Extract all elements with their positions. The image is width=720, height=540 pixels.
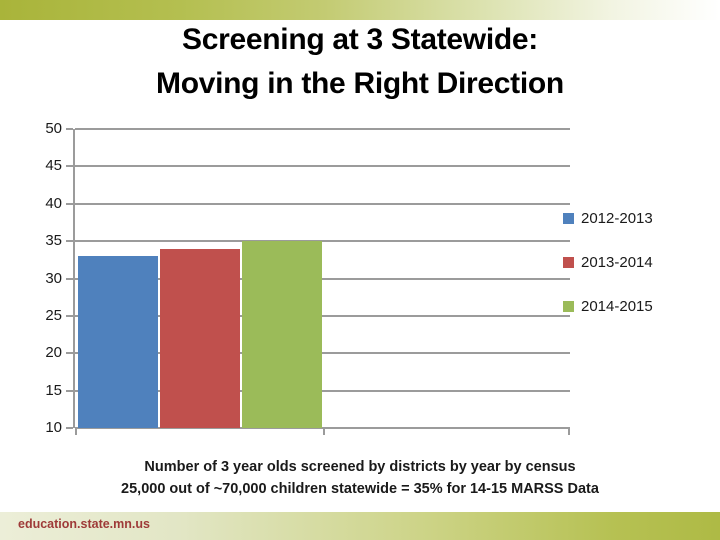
y-axis-tick-label: 30	[45, 269, 62, 287]
y-axis-tick-mark	[66, 352, 73, 355]
y-axis-tick-label: 35	[45, 232, 62, 250]
bar-2013-2014	[160, 248, 240, 428]
legend-item: 2012-2013	[563, 209, 653, 227]
gridline	[75, 277, 570, 280]
footer-url: education.state.mn.us	[18, 517, 150, 531]
y-axis-tick-label: 50	[45, 120, 62, 137]
chart-caption-line1: Number of 3 year olds screened by distri…	[144, 459, 576, 475]
gridline	[75, 314, 570, 317]
legend-label: 2014-2015	[581, 297, 653, 315]
slide-title-line2: Moving in the Right Direction	[156, 67, 564, 100]
y-axis-labels: 50 45 40 35 30 25 20 15 10	[24, 120, 62, 436]
x-axis-tick-mark	[322, 428, 325, 435]
legend-item: 2014-2015	[563, 297, 653, 315]
x-axis-tick-mark	[568, 428, 570, 435]
y-axis-tick-mark	[66, 128, 73, 130]
y-axis-tick-mark	[66, 314, 73, 317]
y-axis-tick-mark	[66, 389, 73, 392]
gridline	[75, 202, 570, 205]
legend-label: 2012-2013	[581, 209, 653, 227]
y-axis-tick-label: 40	[45, 194, 62, 212]
bar-2014-2015	[242, 241, 322, 428]
legend-swatch	[563, 256, 574, 268]
y-axis-tick-label: 45	[45, 157, 62, 175]
y-axis-tick-label: 10	[45, 419, 62, 436]
footer-bar: education.state.mn.us	[0, 512, 720, 540]
y-axis-tick-label: 20	[45, 344, 62, 362]
legend-label: 2013-2014	[581, 253, 653, 271]
chart-caption-line2: 25,000 out of ~70,000 children statewide…	[121, 481, 599, 497]
chart-caption: Number of 3 year olds screened by distri…	[0, 456, 720, 500]
y-axis-tick-mark	[66, 202, 73, 205]
gridline	[75, 240, 570, 243]
legend-swatch	[563, 212, 574, 224]
legend-swatch	[563, 300, 574, 312]
plot-area	[73, 128, 570, 435]
bar-2012-2013	[78, 256, 158, 428]
legend-item: 2013-2014	[563, 253, 653, 271]
gridline	[75, 389, 570, 392]
gridline	[75, 128, 570, 130]
y-axis-tick-mark	[66, 240, 73, 243]
top-accent-bar	[0, 0, 720, 20]
y-axis-tick-mark	[66, 427, 73, 429]
gridline	[75, 165, 570, 168]
slide-title-line1: Screening at 3 Statewide:	[182, 23, 538, 56]
chart-legend: 2012-2013 2013-2014 2014-2015	[563, 210, 653, 342]
gridline	[75, 352, 570, 355]
y-axis-tick-mark	[66, 165, 73, 168]
y-axis-tick-label: 25	[45, 306, 62, 324]
y-axis-tick-mark	[66, 277, 73, 280]
y-axis-tick-label: 15	[45, 381, 62, 399]
slide-title: Screening at 3 Statewide: Moving in the …	[0, 18, 720, 106]
y-axis-tick-marks	[66, 128, 73, 429]
x-axis-tick-mark	[75, 428, 77, 435]
